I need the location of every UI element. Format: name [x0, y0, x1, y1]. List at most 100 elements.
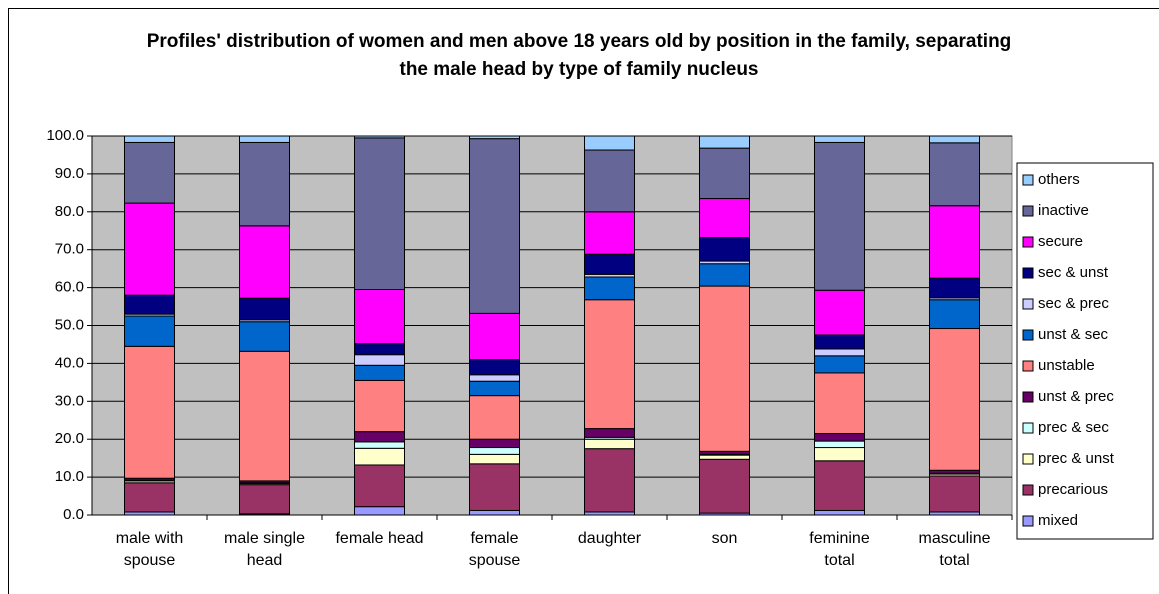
y-tick-label: 0.0	[63, 506, 84, 523]
x-tick-label: masculine total	[918, 530, 991, 569]
bar-segment	[354, 431, 405, 443]
bar-segment	[929, 142, 980, 207]
bar-segment	[814, 372, 865, 435]
bar-segment	[584, 211, 635, 255]
bar-segment	[469, 138, 520, 314]
legend-label: sec & prec	[1038, 295, 1109, 312]
bar-segment	[354, 354, 405, 366]
x-tick-label: daughter	[577, 530, 642, 547]
legend-swatch	[1022, 422, 1034, 434]
bar-segment	[814, 460, 865, 511]
bar-segment	[354, 441, 405, 449]
bar-segment	[354, 137, 405, 290]
legend-label: unst & prec	[1038, 388, 1114, 405]
x-tick-label: son	[711, 530, 738, 547]
bar-segment	[584, 253, 635, 275]
bar-segment	[124, 345, 175, 479]
legend-label: unstable	[1038, 357, 1095, 374]
bar-segment	[239, 484, 290, 515]
legend-swatch	[1022, 391, 1034, 403]
bar-segment	[354, 135, 405, 139]
bar-segment	[124, 294, 175, 315]
bar-segment	[699, 147, 750, 200]
legend-label: sec & unst	[1038, 264, 1109, 281]
bar-segment	[929, 475, 980, 513]
bar-segment	[124, 141, 175, 204]
bar-segment	[584, 135, 635, 151]
bar-segment	[469, 438, 520, 449]
bar-segment	[354, 288, 405, 345]
bar-segment	[354, 364, 405, 381]
x-tick-label: male single head	[224, 530, 305, 569]
bar-segment	[354, 506, 405, 516]
legend-swatch	[1022, 453, 1034, 465]
y-tick-label: 50.0	[55, 316, 84, 333]
legend-swatch	[1022, 515, 1034, 527]
legend-swatch	[1022, 298, 1034, 310]
bar-segment	[814, 135, 865, 143]
bar-segment	[124, 135, 175, 143]
bar-segment	[239, 350, 290, 482]
legend	[1016, 162, 1154, 540]
bar-segment	[699, 198, 750, 239]
x-tick-label: feminine total	[809, 530, 870, 569]
bar-segment	[584, 276, 635, 301]
legend-swatch	[1022, 484, 1034, 496]
bar-segment	[354, 464, 405, 508]
bar-segment	[354, 343, 405, 356]
bar-segment	[469, 447, 520, 455]
bar-segment	[469, 380, 520, 397]
chart-border	[8, 8, 1159, 594]
legend-label: precarious	[1038, 481, 1108, 498]
bar-segment	[929, 299, 980, 330]
legend-swatch	[1022, 174, 1034, 186]
bar-segment	[584, 448, 635, 513]
bar-segment	[469, 395, 520, 440]
legend-label: prec & sec	[1038, 419, 1109, 436]
y-tick-label: 20.0	[55, 430, 84, 447]
bar-segment	[814, 447, 865, 462]
bar-segment	[469, 312, 520, 361]
legend-label: others	[1038, 171, 1080, 188]
bar-segment	[584, 428, 635, 438]
y-tick-label: 90.0	[55, 165, 84, 182]
legend-label: inactive	[1038, 202, 1089, 219]
bar-segment	[699, 454, 750, 460]
bar-segment	[469, 359, 520, 376]
bar-segment	[699, 458, 750, 514]
legend-label: prec & unst	[1038, 450, 1115, 467]
bar-segment	[124, 315, 175, 347]
bar-segment	[699, 135, 750, 149]
bar-segment	[354, 447, 405, 466]
bar-segment	[929, 277, 980, 299]
legend-label: mixed	[1038, 512, 1078, 529]
bar-segment	[814, 440, 865, 449]
legend-swatch	[1022, 205, 1034, 217]
legend-label: secure	[1038, 233, 1083, 250]
x-tick-label: female spouse	[468, 530, 521, 569]
bar-segment	[469, 453, 520, 465]
bar-segment	[814, 348, 865, 357]
bar-segment	[469, 463, 520, 511]
bar-segment	[124, 482, 175, 513]
bar-segment	[814, 433, 865, 442]
bar-segment	[814, 289, 865, 336]
bar-segment	[239, 321, 290, 352]
bar-segment	[469, 374, 520, 382]
bar-segment	[929, 205, 980, 279]
bar-segment	[584, 149, 635, 213]
y-tick-label: 10.0	[55, 468, 84, 485]
bar-segment	[929, 135, 980, 144]
bar-segment	[354, 379, 405, 433]
legend-swatch	[1022, 329, 1034, 341]
bar-segment	[239, 141, 290, 227]
x-tick-label: female head	[335, 530, 424, 547]
chart-title: Profiles' distribution of women and men …	[146, 31, 1012, 80]
bar-segment	[239, 135, 290, 143]
bar-segment	[814, 141, 865, 291]
y-tick-label: 60.0	[55, 279, 84, 296]
bar-segment	[469, 135, 520, 140]
bar-segment	[814, 355, 865, 374]
